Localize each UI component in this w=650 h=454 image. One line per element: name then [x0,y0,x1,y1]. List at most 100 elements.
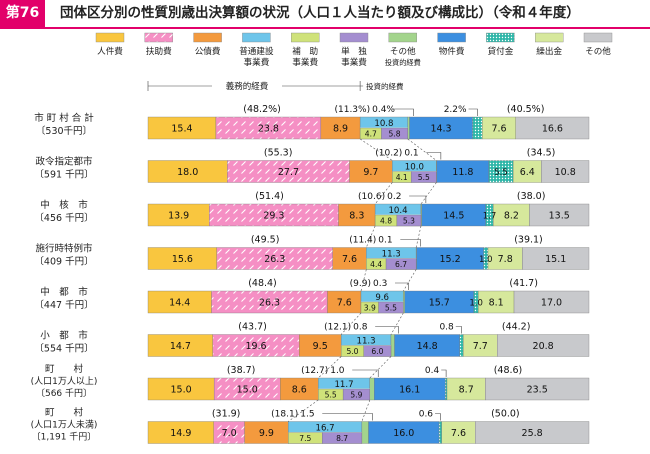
row-population: 〔530千円〕 [36,125,92,137]
row-population: 〔409 千円〕 [34,256,93,268]
legend-label-tandoku: 単 独 [341,45,367,57]
mandatory-total: (49.5) [251,235,280,246]
bar-value-kuridashi: 7.7 [473,341,488,352]
investment-bracket-label: 投資的経費 [366,81,404,91]
legend-swatch-tandoku [339,32,369,43]
bar-value-futsu: 16.7 [315,424,334,434]
bar-value-jinken: 15.0 [170,385,191,396]
bar-value-futsu: 10.4 [388,206,407,216]
bar-segment-tandoku [385,258,417,270]
legend-swatch-kashitsuke [486,32,515,43]
legend-swatch-kosai [193,32,222,43]
legend-swatch-jinken [95,32,125,43]
bar-value-sonota: 23.5 [527,385,548,396]
bar-value-kuridashi: 7.6 [451,428,466,439]
bar-segment-tandoku [363,345,392,357]
bar-segment-tandoku [378,301,404,314]
other-investment-value: 0.8 [353,323,368,333]
header-rule [0,27,650,29]
investment-total: (10.6) [358,192,385,202]
legend-swatch-bukken [437,32,466,43]
row-population: 〔554 千円〕 [34,343,93,355]
bar-segment-sonota_toshi [390,334,395,357]
bar-value-jinken: 15.4 [171,124,192,135]
figure-badge: 第76図 [0,0,45,48]
bar-value-sonota: 16.6 [542,124,563,135]
legend-label-kuridashi: 繰出金 [536,45,562,57]
bar-segment-sonota [497,334,590,357]
bar-value-tandoku: 5.9 [350,391,362,400]
bar-value-futsu: 11.3 [357,337,376,347]
bar-value-hojo: 5.5 [325,391,337,400]
bar-value-tandoku: 5.5 [385,304,397,313]
connector-line [374,182,393,205]
bar-value-sonota: 10.8 [555,167,576,178]
lending-value: 0.8 [439,323,454,333]
bar-value-fujo: 7.0 [222,428,237,439]
connector-line [390,312,404,335]
mandatory-total: (43.7) [238,322,267,333]
bar-value-hojo: 3.9 [364,304,376,313]
row-population: 〔566 千円〕 [36,388,92,399]
bar-value-kosai: 9.5 [313,341,328,352]
legend-label-bukken: 物件費 [439,45,465,57]
mandatory-total: (55.3) [264,148,293,159]
investment-total: (11.4) [349,236,376,246]
current-total: (34.5) [527,148,556,159]
row-name: 政令指定都市 [35,156,93,168]
bar-segment-tandoku [342,388,370,401]
lending-value: 2.2% [444,105,467,115]
legend-label-hojo: 補 助 [292,45,318,57]
current-total: (41.7) [509,278,538,289]
investment-total: (12.1) [324,323,351,333]
bar-value-kashitsuke: 1.7 [483,212,497,222]
bar-value-hojo: 4.8 [380,217,392,226]
bar-value-jinken: 14.4 [169,298,190,309]
bar-value-kuridashi: 8.2 [504,211,519,222]
bar-value-kosai: 9.9 [259,428,274,439]
investment-total: (11.3%) [334,105,370,115]
connector-line [420,182,437,205]
leader-line [395,282,409,290]
bar-segment-sonota_toshi [369,377,375,401]
investment-total: (10.2) [375,149,402,159]
bar-segment-sonota [529,203,590,227]
bar-value-jinken: 13.9 [168,211,189,222]
current-total: (48.6) [494,365,523,376]
chart-title: 団体区分別の性質別歳出決算額の状況（人口１人当たり額及び構成比）（令和４年度） [60,5,580,21]
bar-value-tandoku: 6.7 [395,260,407,269]
current-total: (44.2) [502,322,531,333]
bar-value-kuridashi: 8.7 [459,385,474,396]
bar-value-kosai: 8.6 [292,385,307,396]
bar-value-tandoku: 5.3 [403,217,415,226]
bar-value-futsu: 11.3 [382,250,401,260]
bar-value-tandoku: 5.8 [389,130,401,139]
current-total: (50.0) [491,409,520,420]
bar-value-fujo: 27.7 [278,167,299,178]
other-investment-value: 0.2 [387,192,401,202]
bar-value-futsu: 10.8 [374,119,393,129]
bar-segment-kashitsuke [438,421,442,444]
legend-label-hojo: 事業費 [292,56,318,68]
mandatory-total: (31.9) [212,409,241,420]
bar-value-tandoku: 8.7 [336,434,348,443]
bar-segment-tandoku [410,171,437,183]
bar-value-jinken: 14.7 [170,341,191,352]
legend-label-futsu: 普通建設 [239,45,274,57]
bar-value-kuridashi: 8.1 [489,298,504,309]
bar-value-fujo: 29.3 [263,211,284,222]
bar-segment-sonota_toshi [403,290,405,314]
connector-line [369,356,392,379]
bar-segment-kashitsuke [472,116,483,140]
bar-value-hojo: 4.4 [370,260,382,269]
leader-line [435,413,441,421]
leader-line [441,369,447,377]
legend-label-sonota_toshi: 投資的経費 [385,58,421,67]
connector-line [403,269,417,292]
leader-line [322,413,373,421]
bar-value-kashitsuke: 5.5 [494,168,508,178]
bar-segment-sonota [522,247,590,270]
bar-value-kashitsuke: 1.0 [479,255,493,265]
legend-swatch-kuridashi [535,32,564,43]
legend-label-sonota: その他 [585,45,611,57]
